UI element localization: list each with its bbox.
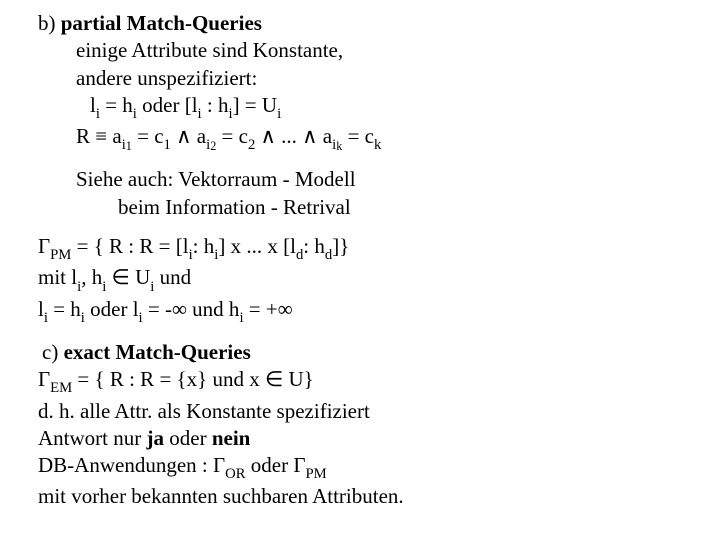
document-page: b) partial Match-Queries einige Attribut…: [0, 0, 720, 521]
section-c-prefix: c): [42, 340, 64, 364]
section-c-line4: DB-Anwendungen : ΓOR oder ΓPM: [38, 452, 692, 483]
gamma-pm-mit: mit li, hi ∈ Ui und: [38, 264, 692, 295]
gamma-em-def: ΓEM = { R : R = {x} und x ∈ U}: [38, 366, 692, 397]
section-b-see1: Siehe auch: Vektorraum - Modell: [76, 166, 692, 193]
section-b-title: b) partial Match-Queries: [38, 10, 692, 37]
section-c-bold: exact Match-Queries: [64, 340, 251, 364]
section-b-line1: einige Attribute sind Konstante,: [76, 37, 692, 64]
section-b-eq2: R ≡ ai1 = c1 ∧ ai2 = c2 ∧ ... ∧ aik = ck: [76, 123, 692, 154]
section-c-line3: Antwort nur ja oder nein: [38, 425, 692, 452]
gamma-pm-def: ΓPM = { R : R = [li: hi] x ... x [ld: hd…: [38, 233, 692, 264]
section-c-line5: mit vorher bekannten suchbaren Attribute…: [38, 483, 692, 510]
section-b-bold: partial Match-Queries: [61, 11, 262, 35]
gamma-pm-lh: li = hi oder li = -∞ und hi = +∞: [38, 296, 692, 327]
section-b-eq1: li = hi oder [li : hi] = Ui: [90, 92, 692, 123]
section-b-line2: andere unspezifiziert:: [76, 65, 692, 92]
section-b-prefix: b): [38, 11, 61, 35]
section-b-see2: beim Information - Retrival: [118, 194, 692, 221]
section-c-line2: d. h. alle Attr. als Konstante spezifizi…: [38, 398, 692, 425]
section-c-title: c) exact Match-Queries: [42, 339, 692, 366]
